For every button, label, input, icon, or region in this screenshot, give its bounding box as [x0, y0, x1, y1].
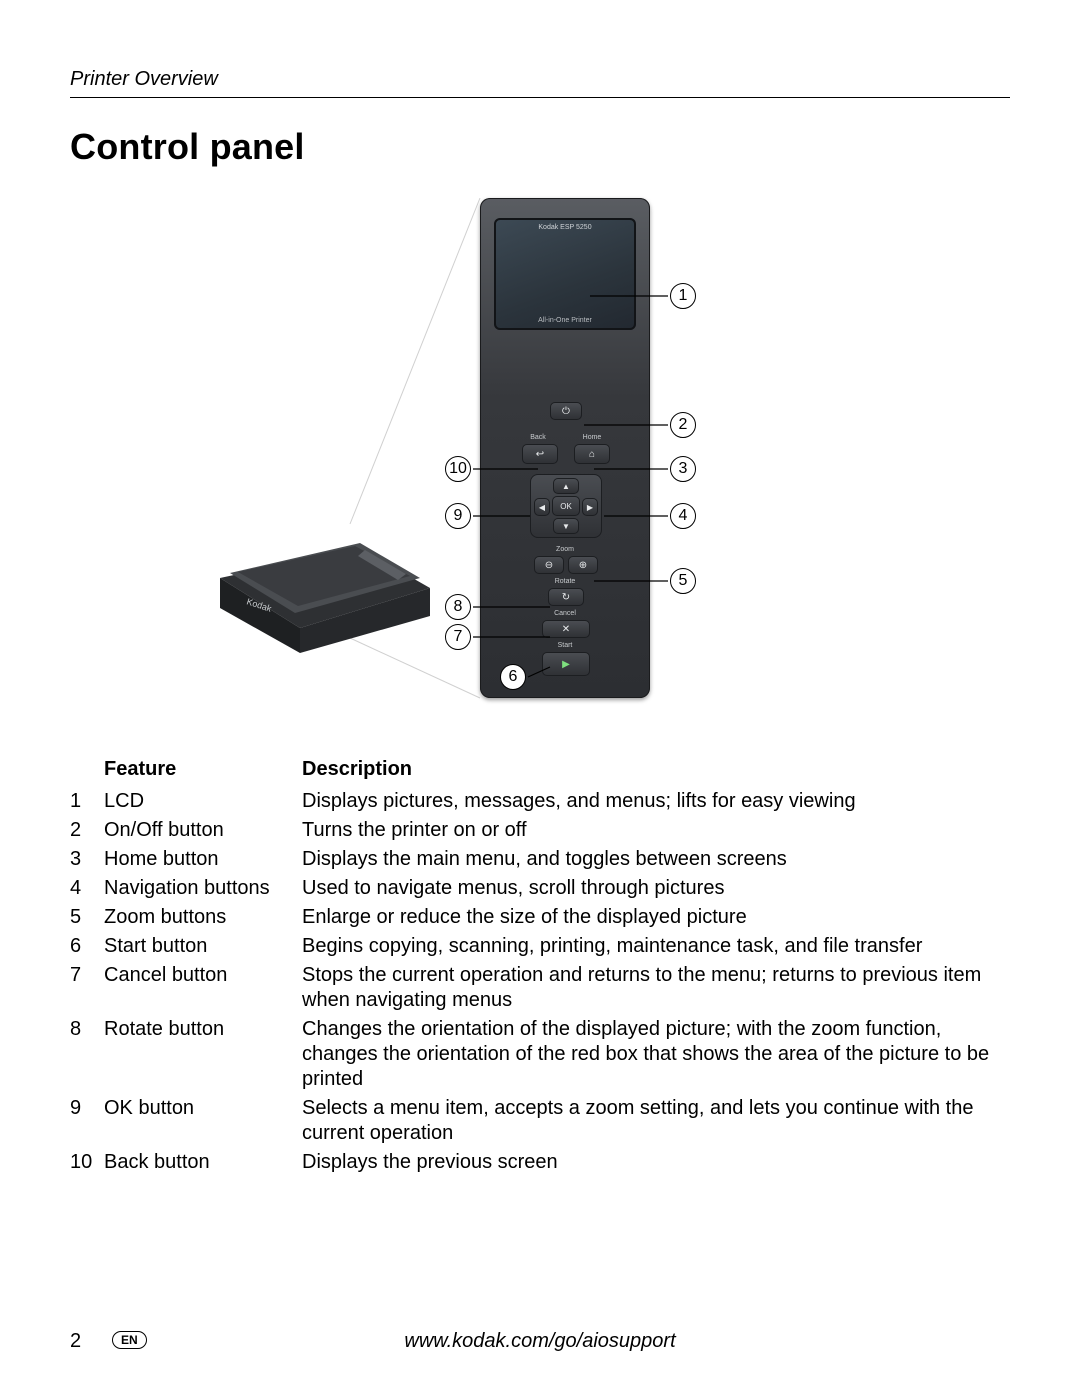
row-description: Displays the main menu, and toggles betw…	[302, 847, 1010, 872]
printer-illustration: Kodak	[210, 508, 440, 658]
power-button[interactable]: ⏻	[550, 402, 582, 420]
nav-right-button[interactable]: ▶	[582, 498, 598, 516]
row-description: Displays pictures, messages, and menus; …	[302, 789, 1010, 814]
row-description: Stops the current operation and returns …	[302, 963, 1010, 1013]
row-number: 9	[70, 1096, 104, 1146]
rotate-label: Rotate	[540, 578, 590, 585]
callout-3: 3	[670, 456, 696, 482]
table-header-row: Feature Description	[70, 758, 1010, 781]
lcd-screen: Kodak ESP 5250 All-in-One Printer	[494, 218, 636, 330]
table-row: 8Rotate buttonChanges the orientation of…	[70, 1015, 1010, 1094]
row-description: Changes the orientation of the displayed…	[302, 1017, 1010, 1092]
table-row: 3Home buttonDisplays the main menu, and …	[70, 845, 1010, 874]
footer-url: www.kodak.com/go/aiosupport	[404, 1330, 675, 1353]
panel-buttons: ⏻ Back Home ↩ ⌂ ▲ ▼ ◀ ▶ OK Zoom ⊖ ⊕ Ro	[480, 348, 650, 688]
callout-9: 9	[445, 503, 471, 529]
callout-10: 10	[445, 456, 471, 482]
table-row: 9OK buttonSelects a menu item, accepts a…	[70, 1094, 1010, 1148]
row-feature: On/Off button	[104, 818, 302, 843]
zoom-label: Zoom	[540, 546, 590, 553]
running-head: Printer Overview	[70, 68, 1010, 98]
callout-8: 8	[445, 594, 471, 620]
row-description: Turns the printer on or off	[302, 818, 1010, 843]
row-number: 5	[70, 905, 104, 930]
cancel-label: Cancel	[540, 610, 590, 617]
page-number: 2	[70, 1330, 81, 1353]
back-label: Back	[522, 434, 554, 441]
row-feature: Start button	[104, 934, 302, 959]
row-feature: Rotate button	[104, 1017, 302, 1092]
row-description: Selects a menu item, accepts a zoom sett…	[302, 1096, 1010, 1146]
start-label: Start	[540, 642, 590, 649]
table-row: 7Cancel buttonStops the current operatio…	[70, 961, 1010, 1015]
page: Printer Overview Control panel Kodak ESP…	[0, 0, 1080, 1397]
table-row: 5Zoom buttonsEnlarge or reduce the size …	[70, 903, 1010, 932]
nav-left-button[interactable]: ◀	[534, 498, 550, 516]
start-button[interactable]: ▶	[542, 652, 590, 676]
callout-7: 7	[445, 624, 471, 650]
callout-4: 4	[670, 503, 696, 529]
row-number: 3	[70, 847, 104, 872]
row-number: 1	[70, 789, 104, 814]
feature-table: Feature Description 1LCDDisplays picture…	[70, 758, 1010, 1177]
zoom-out-button[interactable]: ⊖	[534, 556, 564, 574]
lcd-brand-text: Kodak ESP 5250	[494, 224, 636, 231]
row-feature: Cancel button	[104, 963, 302, 1013]
control-panel: Kodak ESP 5250 All-in-One Printer ⏻ Back…	[480, 198, 650, 698]
table-row: 1LCDDisplays pictures, messages, and men…	[70, 787, 1010, 816]
row-number: 4	[70, 876, 104, 901]
row-number: 8	[70, 1017, 104, 1092]
row-feature: Back button	[104, 1150, 302, 1175]
back-button[interactable]: ↩	[522, 444, 558, 464]
header-feature: Feature	[104, 758, 302, 781]
callout-6: 6	[500, 664, 526, 690]
callout-1: 1	[670, 283, 696, 309]
table-row: 2On/Off buttonTurns the printer on or of…	[70, 816, 1010, 845]
table-row: 6Start buttonBegins copying, scanning, p…	[70, 932, 1010, 961]
row-feature: OK button	[104, 1096, 302, 1146]
nav-up-button[interactable]: ▲	[553, 478, 579, 494]
rotate-button[interactable]: ↻	[548, 588, 584, 606]
row-number: 2	[70, 818, 104, 843]
row-feature: Home button	[104, 847, 302, 872]
row-description: Enlarge or reduce the size of the displa…	[302, 905, 1010, 930]
home-button[interactable]: ⌂	[574, 444, 610, 464]
callout-2: 2	[670, 412, 696, 438]
page-footer: 2 EN www.kodak.com/go/aiosupport	[70, 1330, 1010, 1353]
table-row: 10Back buttonDisplays the previous scree…	[70, 1148, 1010, 1177]
row-number: 7	[70, 963, 104, 1013]
row-feature: LCD	[104, 789, 302, 814]
header-description: Description	[302, 758, 1010, 781]
control-panel-diagram: Kodak ESP 5250 All-in-One Printer ⏻ Back…	[180, 198, 900, 728]
row-description: Displays the previous screen	[302, 1150, 1010, 1175]
row-description: Begins copying, scanning, printing, main…	[302, 934, 1010, 959]
row-number: 10	[70, 1150, 104, 1175]
ok-button[interactable]: OK	[552, 496, 580, 516]
row-number: 6	[70, 934, 104, 959]
cancel-button[interactable]: ✕	[542, 620, 590, 638]
callout-5: 5	[670, 568, 696, 594]
table-row: 4Navigation buttonsUsed to navigate menu…	[70, 874, 1010, 903]
lcd-sub-text: All-in-One Printer	[494, 317, 636, 324]
zoom-in-button[interactable]: ⊕	[568, 556, 598, 574]
row-feature: Zoom buttons	[104, 905, 302, 930]
page-title: Control panel	[70, 126, 1010, 168]
row-feature: Navigation buttons	[104, 876, 302, 901]
home-label: Home	[576, 434, 608, 441]
nav-down-button[interactable]: ▼	[553, 518, 579, 534]
language-badge: EN	[112, 1331, 147, 1349]
row-description: Used to navigate menus, scroll through p…	[302, 876, 1010, 901]
